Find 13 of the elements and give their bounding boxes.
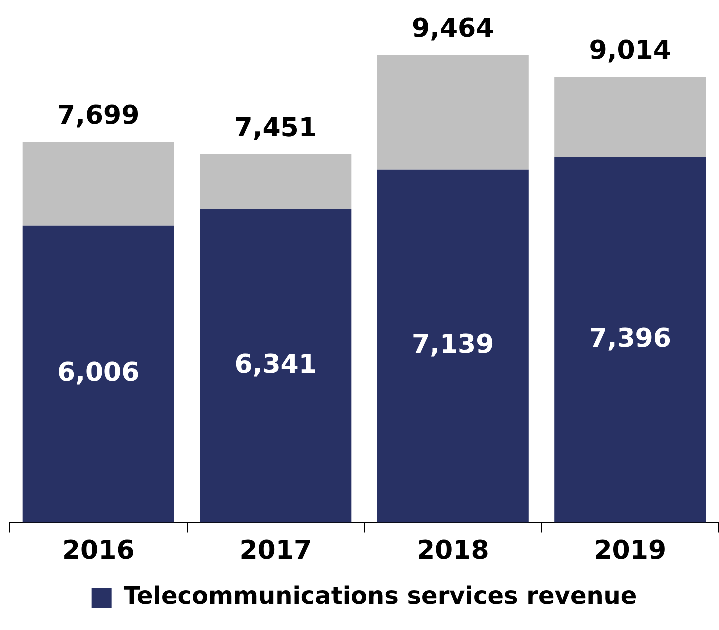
total-label: 7,451: [234, 113, 317, 144]
total-label: 9,464: [412, 14, 494, 44]
x-tick-label: 2017: [240, 536, 312, 566]
data-label: 6,341: [234, 350, 317, 380]
x-tick-label: 2018: [416, 536, 490, 566]
x-tick-label: 2016: [62, 536, 135, 566]
data-label: 7,139: [412, 330, 494, 360]
data-label: 7,396: [589, 324, 672, 354]
total-label: 9,014: [589, 36, 672, 66]
total-label: 7,699: [58, 100, 140, 131]
data-label: 6,006: [58, 358, 140, 388]
x-tick-label: 2019: [594, 536, 667, 566]
legend-label: Telecommunications services revenue: [124, 582, 638, 610]
